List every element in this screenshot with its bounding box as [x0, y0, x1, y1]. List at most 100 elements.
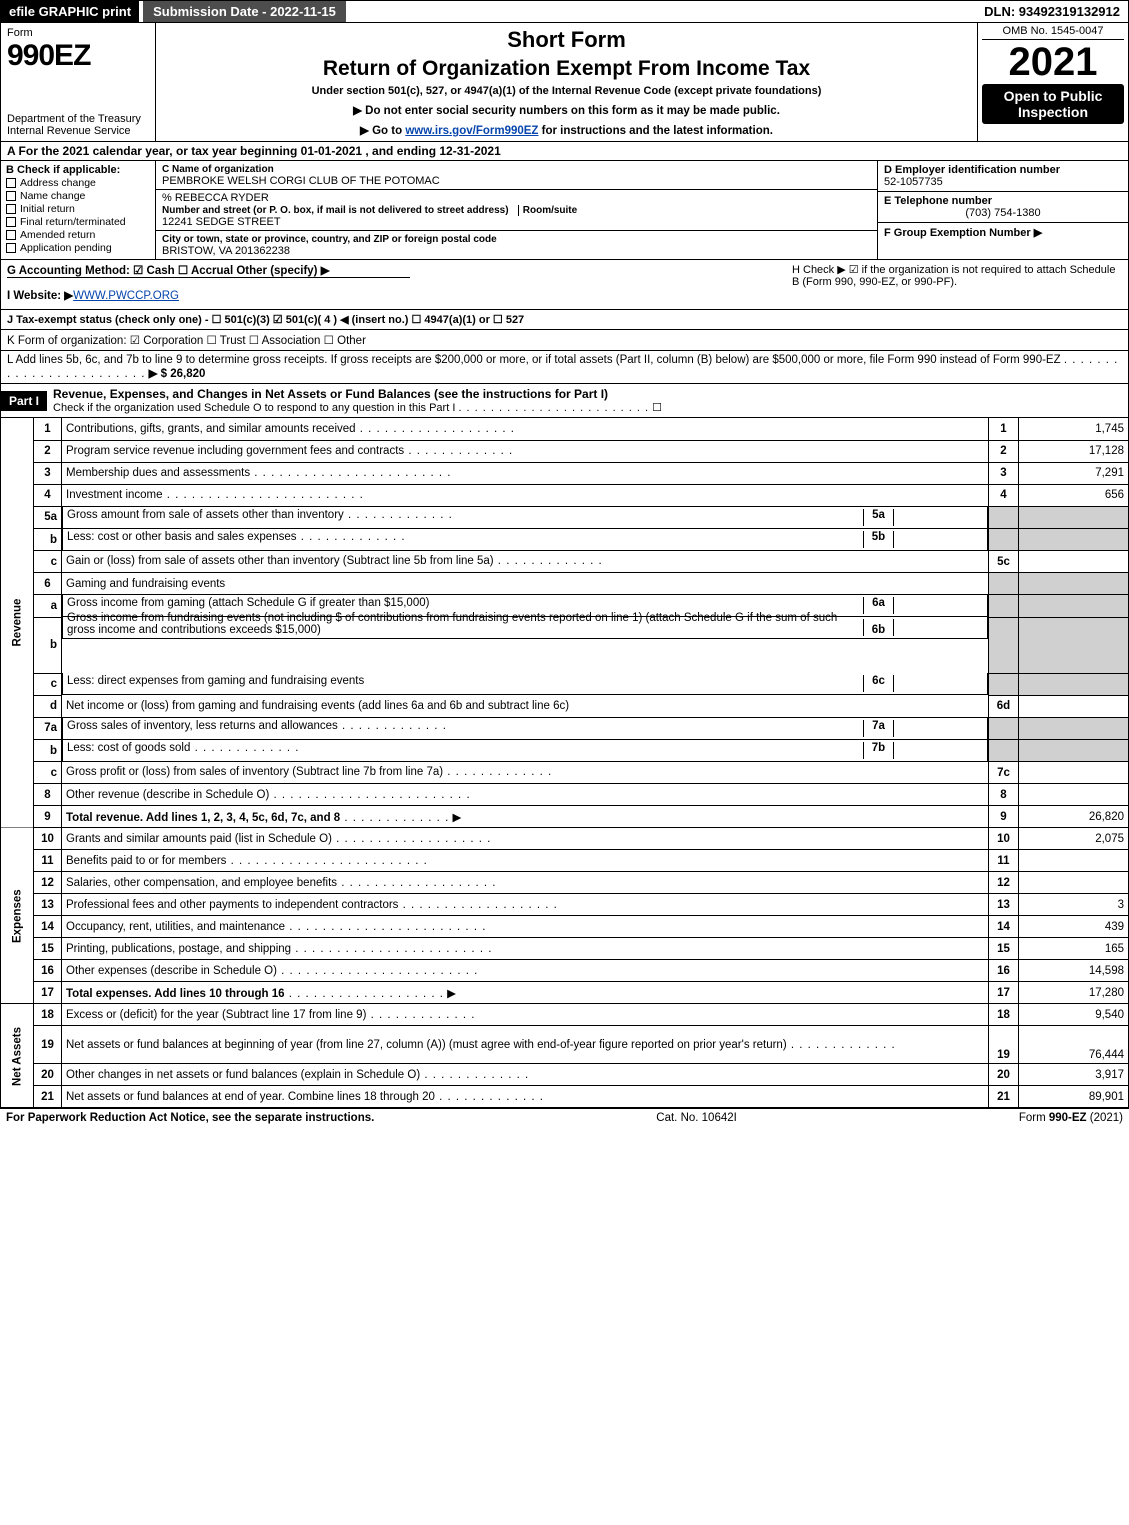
- line-desc: Other expenses (describe in Schedule O): [66, 965, 277, 977]
- tax-year: 2021: [982, 42, 1124, 82]
- row-a: A For the 2021 calendar year, or tax yea…: [0, 142, 1129, 161]
- k-org-form: K Form of organization: ☑ Corporation ☐ …: [7, 333, 366, 347]
- line-val: 656: [1019, 484, 1129, 506]
- irs-link[interactable]: www.irs.gov/Form990EZ: [405, 125, 538, 137]
- line-desc: Occupancy, rent, utilities, and maintena…: [66, 921, 285, 933]
- chk-label: Final return/terminated: [20, 216, 126, 228]
- line-desc: Other revenue (describe in Schedule O): [66, 789, 269, 801]
- line-16: 16Other expenses (describe in Schedule O…: [1, 960, 1129, 982]
- return-title: Return of Organization Exempt From Incom…: [162, 57, 971, 81]
- c-name: C Name of organization PEMBROKE WELSH CO…: [156, 161, 877, 190]
- chk-name[interactable]: Name change: [6, 190, 150, 202]
- part1-label: Part I: [1, 391, 47, 411]
- line-val: 76,444: [1019, 1026, 1129, 1064]
- checkbox-icon[interactable]: [6, 217, 16, 227]
- line-desc: Grants and similar amounts paid (list in…: [66, 833, 332, 845]
- line-val: 26,820: [1019, 806, 1129, 828]
- checkbox-icon[interactable]: [6, 191, 16, 201]
- line-desc: Net assets or fund balances at beginning…: [66, 1039, 787, 1051]
- d-label: D Employer identification number: [884, 164, 1060, 176]
- chk-initial[interactable]: Initial return: [6, 203, 150, 215]
- line-5c: cGain or (loss) from sale of assets othe…: [1, 551, 1129, 573]
- line-desc: Benefits paid to or for members: [66, 855, 226, 867]
- line-4: 4Investment income4656: [1, 484, 1129, 506]
- line-val: 89,901: [1019, 1086, 1129, 1108]
- department: Department of the Treasury Internal Reve…: [7, 113, 149, 137]
- under-section: Under section 501(c), 527, or 4947(a)(1)…: [162, 85, 971, 97]
- short-form: Short Form: [162, 27, 971, 53]
- line-desc: Excess or (deficit) for the year (Subtra…: [66, 1009, 366, 1021]
- line-1: Revenue 1Contributions, gifts, grants, a…: [1, 418, 1129, 440]
- line-val: [1019, 850, 1129, 872]
- line-15: 15Printing, publications, postage, and s…: [1, 938, 1129, 960]
- line-val: 9,540: [1019, 1004, 1129, 1026]
- j-status: J Tax-exempt status (check only one) - ☐…: [7, 313, 524, 326]
- col-def: D Employer identification number 52-1057…: [878, 161, 1128, 259]
- c-city: City or town, state or province, country…: [156, 231, 877, 259]
- form-ref: Form 990-EZ (2021): [1019, 1112, 1123, 1124]
- c-label: C Name of organization: [162, 164, 274, 175]
- room-label: Room/suite: [518, 205, 577, 216]
- line-val: [1019, 695, 1129, 717]
- line-desc: Professional fees and other payments to …: [66, 899, 398, 911]
- line-8: 8Other revenue (describe in Schedule O)8: [1, 784, 1129, 806]
- line-val: 17,280: [1019, 982, 1129, 1004]
- h-check: H Check ▶ ☑ if the organization is not r…: [792, 263, 1122, 306]
- side-netassets: Net Assets: [1, 1004, 34, 1108]
- line-9: 9Total revenue. Add lines 1, 2, 3, 4, 5c…: [1, 806, 1129, 828]
- city-label: City or town, state or province, country…: [162, 234, 497, 245]
- row-j: J Tax-exempt status (check only one) - ☐…: [0, 310, 1129, 330]
- header-middle: Short Form Return of Organization Exempt…: [156, 23, 978, 141]
- c-street: % REBECCA RYDER Number and street (or P.…: [156, 190, 877, 231]
- lines-table: Revenue 1Contributions, gifts, grants, a…: [0, 418, 1129, 1108]
- chk-amended[interactable]: Amended return: [6, 229, 150, 241]
- chk-final[interactable]: Final return/terminated: [6, 216, 150, 228]
- website-link[interactable]: WWW.PWCCP.ORG: [73, 290, 179, 302]
- top-bar: efile GRAPHIC print Submission Date - 20…: [0, 0, 1129, 23]
- part1-title: Revenue, Expenses, and Changes in Net As…: [53, 387, 608, 401]
- checkbox-icon[interactable]: [6, 204, 16, 214]
- line-val: [1019, 872, 1129, 894]
- line-val: 17,128: [1019, 440, 1129, 462]
- chk-pending[interactable]: Application pending: [6, 242, 150, 254]
- form-header: Form 990EZ Department of the Treasury In…: [0, 23, 1129, 142]
- line-12: 12Salaries, other compensation, and empl…: [1, 872, 1129, 894]
- submission-date: Submission Date - 2022-11-15: [143, 1, 346, 22]
- b-label: B Check if applicable:: [6, 164, 150, 176]
- form-word: Form: [7, 27, 149, 39]
- checkbox-icon[interactable]: [6, 243, 16, 253]
- line-val: 165: [1019, 938, 1129, 960]
- line-desc: Program service revenue including govern…: [66, 445, 404, 457]
- g-accounting: G Accounting Method: ☑ Cash ☐ Accrual Ot…: [7, 263, 410, 278]
- efile-tag[interactable]: efile GRAPHIC print: [1, 1, 139, 22]
- telephone: (703) 754-1380: [884, 207, 1122, 219]
- col-b: B Check if applicable: Address change Na…: [1, 161, 156, 259]
- org-name: PEMBROKE WELSH CORGI CLUB OF THE POTOMAC: [162, 175, 440, 187]
- line-val: 2,075: [1019, 828, 1129, 850]
- part1-sub-chk[interactable]: ☐: [652, 402, 662, 414]
- chk-address[interactable]: Address change: [6, 177, 150, 189]
- line-3: 3Membership dues and assessments37,291: [1, 462, 1129, 484]
- line-19: 19Net assets or fund balances at beginni…: [1, 1026, 1129, 1064]
- line-21: 21Net assets or fund balances at end of …: [1, 1086, 1129, 1108]
- checkbox-icon[interactable]: [6, 178, 16, 188]
- side-revenue: Revenue: [1, 418, 34, 828]
- line-5b: bLess: cost or other basis and sales exp…: [1, 529, 1129, 551]
- e-cell: E Telephone number (703) 754-1380: [878, 192, 1128, 223]
- line-2: 2Program service revenue including gover…: [1, 440, 1129, 462]
- pra-notice: For Paperwork Reduction Act Notice, see …: [6, 1112, 374, 1124]
- line-5a: 5aGross amount from sale of assets other…: [1, 506, 1129, 529]
- line-10: Expenses 10Grants and similar amounts pa…: [1, 828, 1129, 850]
- page-footer: For Paperwork Reduction Act Notice, see …: [0, 1108, 1129, 1127]
- cat-no: Cat. No. 10642I: [656, 1112, 737, 1124]
- line-val: 14,598: [1019, 960, 1129, 982]
- line-7b: bLess: cost of goods sold7b: [1, 740, 1129, 762]
- line-val: [1019, 551, 1129, 573]
- line-val: 3: [1019, 894, 1129, 916]
- checkbox-icon[interactable]: [6, 230, 16, 240]
- goto-pre: ▶ Go to: [360, 125, 405, 137]
- goto-line: ▶ Go to www.irs.gov/Form990EZ for instru…: [162, 123, 971, 137]
- care-of: % REBECCA RYDER: [162, 192, 269, 204]
- line-desc: Gross profit or (loss) from sales of inv…: [66, 766, 443, 778]
- col-c: C Name of organization PEMBROKE WELSH CO…: [156, 161, 878, 259]
